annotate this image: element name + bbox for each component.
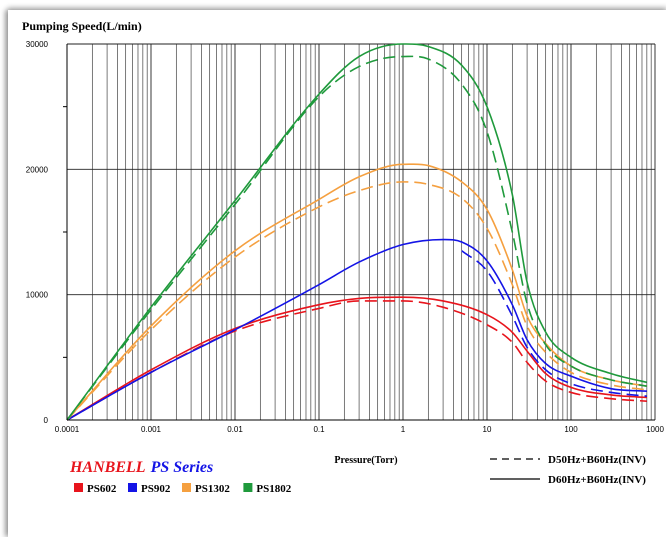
legend-dashed-label: D50Hz+B60Hz(INV) xyxy=(548,454,646,466)
model-legend: PS602 PS902 PS1302 PS1802 xyxy=(74,483,292,495)
series-line-ps1802-solid xyxy=(66,43,648,421)
y-tick-label: 20000 xyxy=(26,165,49,174)
x-tick-label: 1 xyxy=(401,425,406,434)
legend-swatch-ps902 xyxy=(128,483,137,492)
series-line-ps1302-solid xyxy=(66,163,647,421)
y-tick-label: 0 xyxy=(44,416,49,425)
x-tick-label: 0.1 xyxy=(313,425,325,434)
series-line-ps1302-dashed xyxy=(66,181,647,421)
brand-title: HANBELL PS Series xyxy=(69,459,213,476)
legend-label-ps902: PS902 xyxy=(141,483,171,495)
legend-label-ps1802: PS1802 xyxy=(256,483,291,495)
legend-swatch-ps602 xyxy=(74,483,83,492)
series-name: PS Series xyxy=(150,459,214,476)
legend-swatch-ps1802 xyxy=(243,483,253,492)
series-line-ps902-solid xyxy=(66,238,647,421)
legend-label-ps1302: PS1302 xyxy=(195,483,230,495)
y-tick-label: 30000 xyxy=(26,40,49,49)
series-line-ps602-dashed xyxy=(66,300,647,421)
x-tick-label: 0.0001 xyxy=(55,425,80,434)
brand-name: HANBELL xyxy=(69,459,146,476)
series-line-ps602-solid xyxy=(66,296,647,421)
y-tick-label: 10000 xyxy=(26,291,49,300)
x-tick-label: 10 xyxy=(483,425,492,434)
x-tick-label: 1000 xyxy=(646,425,664,434)
legend-swatch-ps1302 xyxy=(182,483,191,492)
series-line-ps1802-dashed xyxy=(66,55,647,421)
x-tick-label: 0.01 xyxy=(227,425,243,434)
x-axis-label: Pressure(Torr) xyxy=(334,455,397,466)
grid-lines xyxy=(66,43,656,421)
line-style-legend: D50Hz+B60Hz(INV) D60Hz+B60Hz(INV) xyxy=(490,454,646,486)
curve-layer xyxy=(66,43,648,421)
tick-labels: 0.0001 0.001 0.01 0.1 1 10 100 1000010000200003… xyxy=(26,40,665,434)
x-tick-label: 100 xyxy=(564,425,578,434)
series-line-ps902-dashed xyxy=(461,250,647,397)
axes xyxy=(63,44,655,421)
chart-title: Pumping Speed(L/min) xyxy=(22,19,142,33)
x-tick-label: 0.001 xyxy=(141,425,162,434)
legend-label-ps602: PS602 xyxy=(87,483,117,495)
legend-solid-label: D60Hz+B60Hz(INV) xyxy=(548,474,646,486)
